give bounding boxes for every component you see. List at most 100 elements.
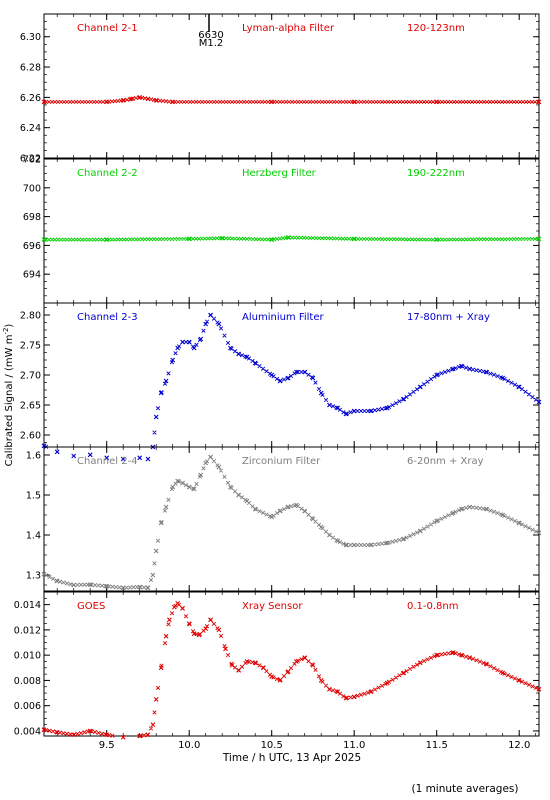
y-tick-label: 1.6 bbox=[26, 451, 41, 462]
x-tick-label: 10.5 bbox=[261, 740, 283, 751]
panel-frame bbox=[43, 13, 540, 159]
data-point bbox=[203, 321, 209, 327]
panel-label-left: Channel 2-4 bbox=[77, 456, 138, 467]
data-point bbox=[459, 363, 464, 369]
data-point bbox=[191, 486, 197, 492]
x-axis: 9.5 10.0 10.5 11.0 11.5 12.0 bbox=[99, 740, 531, 751]
panel-label-right: 17-80nm + Xray bbox=[407, 312, 490, 323]
data-point bbox=[167, 617, 172, 623]
data-trace bbox=[43, 313, 539, 449]
y-tick-label: 1.5 bbox=[26, 491, 41, 502]
y-tick-label: 698 bbox=[23, 212, 41, 223]
data-point bbox=[153, 548, 159, 554]
data-point bbox=[54, 449, 60, 455]
data-point bbox=[87, 452, 93, 458]
panel-label-middle: Xray Sensor bbox=[242, 601, 303, 612]
data-point bbox=[459, 506, 464, 512]
panel-label-right: 120-123nm bbox=[407, 23, 465, 34]
data-point bbox=[153, 414, 159, 420]
panel-label-left: Channel 2-2 bbox=[77, 168, 138, 179]
data-point bbox=[223, 646, 228, 652]
averaging-footnote: (1 minute averages) bbox=[411, 783, 518, 795]
y-tick-label: 0.008 bbox=[14, 676, 41, 687]
data-point bbox=[536, 236, 542, 242]
panel-label-middle: Herzberg Filter bbox=[242, 168, 317, 179]
data-point bbox=[536, 530, 542, 536]
y-tick-label: 6.26 bbox=[20, 93, 41, 104]
data-trace bbox=[43, 602, 539, 739]
panel-label-right: 190-222nm bbox=[407, 168, 465, 179]
data-point bbox=[120, 734, 126, 740]
data-point bbox=[153, 696, 159, 702]
x-tick-label: 11.0 bbox=[343, 740, 365, 751]
y-tick-label: 0.012 bbox=[14, 625, 41, 636]
x-tick-label: 10.0 bbox=[178, 740, 200, 751]
data-series bbox=[41, 454, 542, 591]
y-axis-label: Calibrated Signal / (mW m-2) bbox=[2, 324, 15, 467]
y-tick-label: 6.22 bbox=[20, 154, 41, 165]
data-point bbox=[163, 633, 169, 639]
data-point bbox=[71, 453, 77, 459]
y-tick-label: 694 bbox=[23, 270, 41, 281]
y-tick-label: 700 bbox=[23, 183, 41, 194]
panel-frame bbox=[43, 446, 540, 592]
data-series bbox=[41, 600, 542, 740]
y-tick-label: 2.80 bbox=[20, 311, 41, 322]
data-point bbox=[104, 455, 110, 461]
panel-4: 1.3 1.4 1.5 1.6 Channel 2-4 Zirconium Filter 6… bbox=[26, 446, 542, 592]
panel-label-middle: Aluminium Filter bbox=[242, 312, 325, 323]
panel-3: 2.60 2.65 2.70 2.75 2.80 Channel 2-3 Aluminium… bbox=[20, 302, 542, 462]
panel-label-left: Channel 2-1 bbox=[77, 23, 138, 34]
y-tick-label: 2.65 bbox=[20, 401, 41, 412]
data-point bbox=[163, 504, 169, 510]
panel-5: 0.004 0.006 0.008 0.010 0.012 0.014 GOES Xray S… bbox=[14, 591, 542, 740]
y-tick-label: 2.75 bbox=[20, 341, 41, 352]
panel-frame bbox=[43, 591, 540, 737]
data-trace bbox=[43, 455, 539, 590]
data-point bbox=[145, 456, 151, 462]
y-tick-label: 6.30 bbox=[20, 32, 41, 43]
panel-label-middle: Lyman-alpha Filter bbox=[242, 23, 335, 34]
data-series bbox=[41, 312, 542, 462]
y-tick-label: 0.004 bbox=[14, 726, 41, 737]
panel-2: 694 696 698 700 702 Channel 2-2 Herzberg Filte… bbox=[23, 155, 542, 304]
data-point bbox=[129, 96, 134, 102]
panel-label-left: Channel 2-3 bbox=[77, 312, 138, 323]
y-tick-label: 0.006 bbox=[14, 701, 41, 712]
data-point bbox=[41, 99, 47, 105]
event-marker-region: 6630 bbox=[198, 30, 223, 41]
y-tick-label: 0.010 bbox=[14, 651, 41, 662]
data-point bbox=[434, 518, 440, 524]
y-tick-label: 6.24 bbox=[20, 123, 41, 134]
data-point bbox=[137, 733, 143, 739]
y-tick-label: 1.3 bbox=[26, 571, 41, 582]
panel-label-right: 6-20nm + Xray bbox=[407, 456, 484, 467]
x-tick-label: 9.5 bbox=[99, 740, 115, 751]
y-tick-label: 2.60 bbox=[20, 431, 41, 442]
data-point bbox=[137, 455, 143, 461]
data-point bbox=[536, 99, 542, 105]
y-tick-label: 1.4 bbox=[26, 531, 41, 542]
event-marker-class: M1.2 bbox=[199, 38, 224, 49]
y-tick-label: 702 bbox=[23, 155, 41, 166]
x-axis-label: Time / h UTC, 13 Apr 2025 bbox=[222, 752, 361, 764]
panel-label-middle: Zirconium Filter bbox=[242, 456, 321, 467]
y-tick-label: 2.70 bbox=[20, 371, 41, 382]
data-point bbox=[120, 456, 126, 462]
panel-frame bbox=[43, 158, 540, 304]
data-point bbox=[158, 520, 164, 526]
data-point bbox=[150, 572, 156, 578]
x-tick-label: 12.0 bbox=[508, 740, 530, 751]
data-point bbox=[536, 686, 542, 692]
data-point bbox=[163, 378, 169, 384]
data-point bbox=[150, 722, 156, 728]
y-tick-label: 6.28 bbox=[20, 63, 41, 74]
y-tick-label: 696 bbox=[23, 241, 41, 252]
x-tick-label: 11.5 bbox=[426, 740, 448, 751]
panel-label-left: GOES bbox=[77, 601, 105, 612]
data-point bbox=[536, 399, 542, 405]
data-trace bbox=[43, 95, 541, 105]
y-tick-label: 0.014 bbox=[14, 600, 41, 611]
panel-label-right: 0.1-0.8nm bbox=[407, 601, 459, 612]
